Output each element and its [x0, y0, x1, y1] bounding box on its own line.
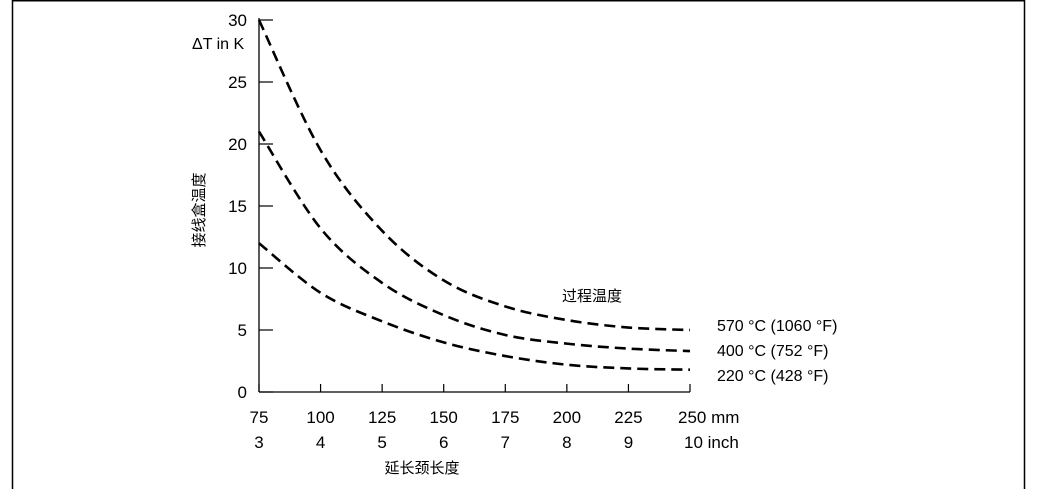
series-line-2: [258, 242, 691, 371]
y-tick-label: 25: [228, 73, 247, 92]
x-tick-label-inch: 8: [562, 433, 571, 452]
y-tick-label: 10: [228, 259, 247, 278]
y-tick-label: 5: [238, 321, 247, 340]
x-tick-label-inch: 6: [439, 433, 448, 452]
x-tick-label-inch: 3: [254, 433, 263, 452]
series-group-label: 过程温度: [562, 287, 622, 305]
y-tick-label: 30: [228, 11, 247, 30]
y-tick-label: 15: [228, 197, 247, 216]
series-lines: [257, 19, 691, 371]
legend-label-570: 570 °C (1060 °F): [717, 318, 837, 335]
x-tick-label-mm: 100: [306, 408, 334, 427]
x-tick-label-inch: 10 inch: [684, 433, 739, 452]
x-tick-label-mm: 125: [368, 408, 396, 427]
legend-label-220: 220 °C (428 °F): [717, 368, 829, 385]
x-tick-label-mm: 225: [614, 408, 642, 427]
legend-label-400: 400 °C (752 °F): [717, 343, 829, 360]
y-tick-label: 20: [228, 135, 247, 154]
y-axis-ticks: 30 25 20 15 10 5 0: [228, 11, 273, 402]
x-tick-label-inch: 7: [501, 433, 510, 452]
x-axis-title: 延长颈长度: [384, 459, 459, 477]
x-axis-ticks: 75 3 100 4 125 5 150 6 175 7 200 8 225 9 250 mm 10 inch: [250, 384, 739, 452]
x-tick-label-inch: 5: [377, 433, 386, 452]
legend: 570 °C (1060 °F) 400 °C (752 °F) 220 °C …: [717, 318, 837, 385]
y-axis-unit-label: ΔT in K: [192, 36, 245, 53]
x-tick-label-mm: 175: [491, 408, 519, 427]
x-tick-label-inch: 9: [624, 433, 633, 452]
x-tick-label-mm: 150: [430, 408, 458, 427]
x-tick-label-mm: 250 mm: [678, 408, 739, 427]
x-tick-label-inch: 4: [316, 433, 325, 452]
x-tick-label-mm: 75: [250, 408, 269, 427]
y-tick-label: 0: [238, 383, 247, 402]
series-line-0: [257, 19, 691, 332]
x-tick-label-mm: 200: [553, 408, 581, 427]
y-axis-title: 接线盒温度: [190, 172, 208, 247]
series-line-1: [257, 130, 691, 353]
